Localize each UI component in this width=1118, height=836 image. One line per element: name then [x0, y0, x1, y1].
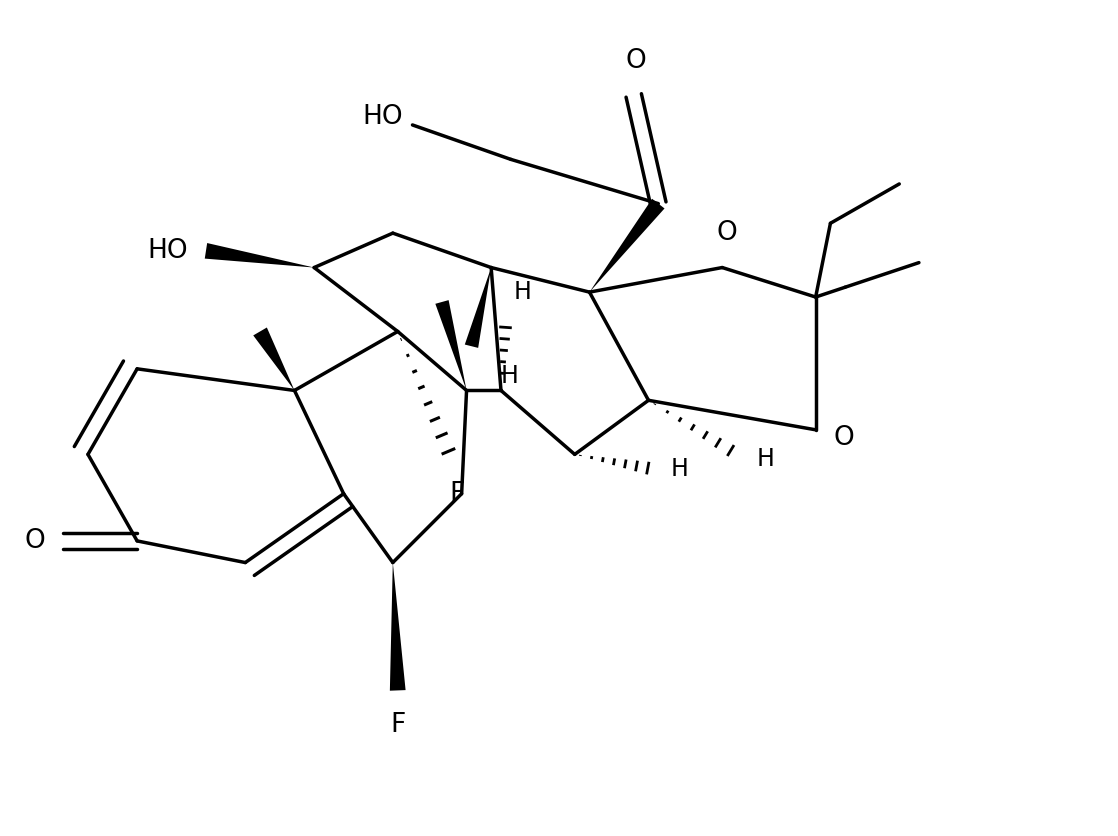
Text: H: H — [514, 280, 532, 304]
Text: HO: HO — [362, 104, 402, 130]
Text: O: O — [25, 528, 46, 554]
Text: O: O — [833, 425, 854, 451]
Text: HO: HO — [148, 237, 188, 264]
Text: H: H — [501, 364, 519, 388]
Text: F: F — [390, 712, 406, 738]
Polygon shape — [254, 328, 294, 390]
Polygon shape — [589, 199, 664, 292]
Polygon shape — [435, 300, 466, 390]
Polygon shape — [390, 563, 406, 691]
Polygon shape — [205, 243, 314, 268]
Text: O: O — [717, 220, 738, 246]
Text: F: F — [449, 481, 464, 507]
Text: H: H — [671, 457, 689, 482]
Text: O: O — [625, 48, 646, 74]
Polygon shape — [465, 268, 491, 348]
Text: H: H — [757, 447, 775, 472]
